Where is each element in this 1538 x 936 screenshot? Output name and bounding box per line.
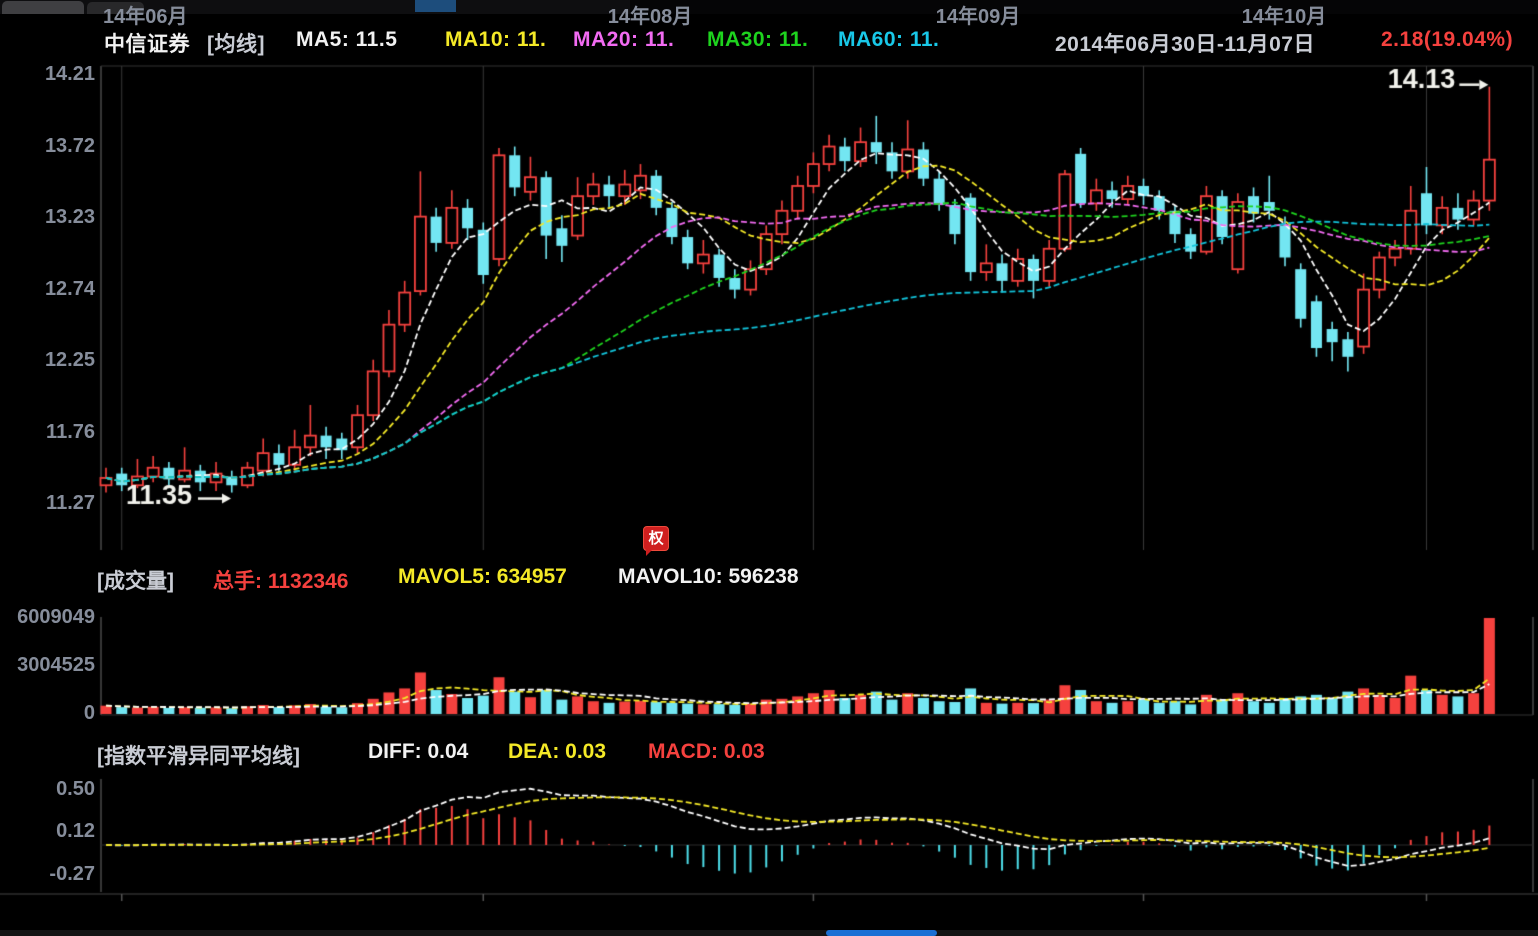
ma20-value: MA20: 11. bbox=[573, 28, 675, 51]
month-label: 14年06月 bbox=[103, 6, 188, 28]
price-axis-label: 11.76 bbox=[46, 420, 95, 443]
price-axis-label: 13.23 bbox=[44, 206, 95, 229]
top-strip-zone bbox=[0, 0, 630, 14]
ma30-value: MA30: 11. bbox=[707, 28, 809, 51]
diff-value: DIFF: 0.04 bbox=[368, 740, 469, 763]
volume-axis-label: 3004525 bbox=[17, 654, 95, 676]
bottom-scrollbar-thumb[interactable] bbox=[826, 930, 937, 936]
ma10-value: MA10: 11. bbox=[445, 28, 547, 51]
volume-axis-label: 6009049 bbox=[17, 606, 95, 628]
price-axis-label: 14.21 bbox=[44, 63, 95, 85]
month-label: 14年09月 bbox=[935, 6, 1021, 28]
window-tab-2[interactable] bbox=[87, 2, 144, 14]
mavol10-value: MAVOL10: 596238 bbox=[618, 565, 799, 588]
price-axis-label: 12.74 bbox=[44, 277, 95, 300]
macd-axis-label: -0.27 bbox=[49, 862, 95, 885]
bottom-scrollbar-track[interactable] bbox=[0, 930, 1538, 936]
date-range: 2014年06月30日-11月07日 bbox=[1055, 33, 1315, 56]
price-axis-label: 11.27 bbox=[46, 492, 95, 515]
price-axis-label: 12.25 bbox=[44, 349, 95, 372]
period-change: 2.18(19.04%) bbox=[1381, 28, 1514, 51]
window-tab-active-indicator[interactable] bbox=[415, 0, 456, 12]
month-label: 14年10月 bbox=[1241, 6, 1327, 28]
price-axis-label: 13.72 bbox=[44, 134, 95, 157]
indicator-mode-label[interactable]: [均线] bbox=[207, 33, 265, 56]
volume-total-value: 总手: 1132346 bbox=[213, 570, 349, 593]
macd-pane-label: [指数平滑异同平均线] bbox=[97, 745, 300, 768]
stock-title: 中信证券 bbox=[104, 33, 190, 56]
macd-axis-label: 0.50 bbox=[56, 778, 95, 800]
dea-value: DEA: 0.03 bbox=[508, 740, 607, 763]
window-top-strip bbox=[0, 0, 1538, 14]
mavol5-value: MAVOL5: 634957 bbox=[398, 565, 567, 588]
ma5-value: MA5: 11.5 bbox=[296, 28, 398, 51]
macd-axis-label: 0.12 bbox=[56, 819, 95, 842]
volume-pane-label: [成交量] bbox=[97, 570, 174, 593]
macd-value: MACD: 0.03 bbox=[648, 740, 765, 763]
ma60-value: MA60: 11. bbox=[838, 28, 940, 51]
volume-axis-label: 0 bbox=[83, 702, 95, 724]
ex-rights-badge[interactable]: 权 bbox=[643, 526, 670, 556]
month-label: 14年08月 bbox=[607, 6, 693, 28]
window-tab-1[interactable] bbox=[2, 1, 84, 14]
